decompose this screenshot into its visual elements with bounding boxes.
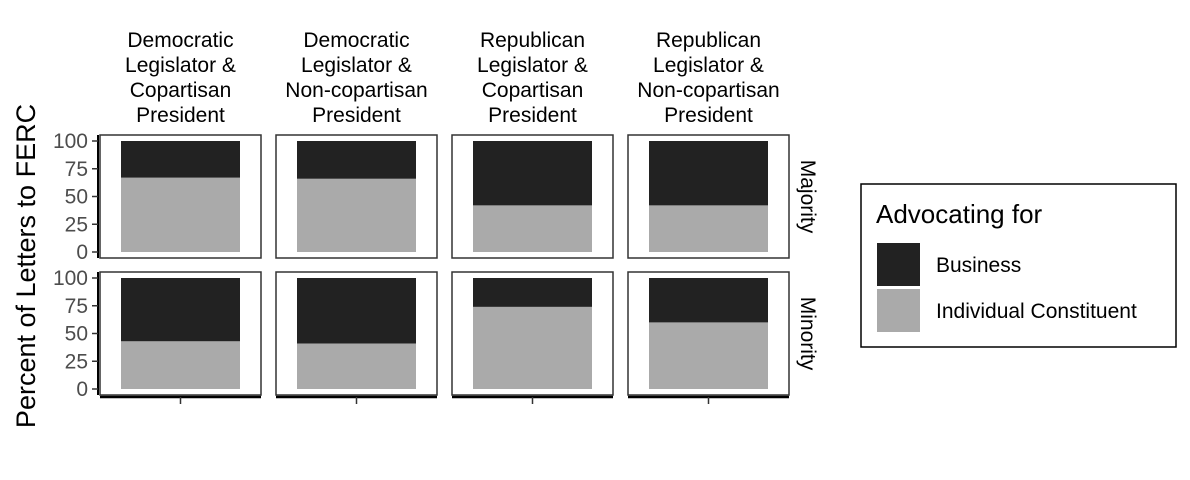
legend-key-business <box>877 243 920 286</box>
y-axis-label: Percent of Letters to FERC <box>11 104 41 428</box>
bar-business <box>473 278 592 307</box>
bar-business <box>649 141 768 206</box>
column-strip-label: Non-copartisan <box>285 79 427 102</box>
column-strip-label: Non-copartisan <box>637 79 779 102</box>
bar-individual-constituent <box>649 322 768 389</box>
legend-key-individual-constituent <box>877 289 920 332</box>
column-strip-label: Republican <box>480 29 585 52</box>
panel <box>627 134 790 259</box>
legend-label: Business <box>936 254 1021 277</box>
column-strip-label: Democratic <box>303 29 409 52</box>
panel <box>275 271 438 396</box>
column-strip-label: Copartisan <box>482 79 584 102</box>
bar-business <box>121 278 240 342</box>
bar-individual-constituent <box>121 341 240 389</box>
column-strip-label: Democratic <box>127 29 233 52</box>
column-strip-label: Copartisan <box>130 79 232 102</box>
y-tick-label: 0 <box>76 378 88 401</box>
row-strips: Majority Minority <box>796 160 819 371</box>
y-tick-label: 100 <box>53 130 88 153</box>
legend: Advocating for Business Individual Consti… <box>860 183 1177 348</box>
y-tick-label: 100 <box>53 267 88 290</box>
row-strip-label-majority: Majority <box>796 160 819 234</box>
y-tick-label: 75 <box>65 295 88 318</box>
bar-business <box>297 141 416 179</box>
legend-title: Advocating for <box>876 199 1043 229</box>
column-strip-label: President <box>488 104 577 127</box>
column-strip-label: Republican <box>656 29 761 52</box>
bar-individual-constituent <box>297 343 416 389</box>
y-tick-label: 25 <box>65 213 88 236</box>
y-tick-label: 50 <box>65 186 88 209</box>
bar-business <box>649 278 768 323</box>
column-strip-label: President <box>664 104 753 127</box>
bar-business <box>121 141 240 178</box>
panel <box>99 134 262 259</box>
x-axis <box>100 395 789 404</box>
panel <box>451 271 614 396</box>
bar-individual-constituent <box>649 205 768 252</box>
column-strip-label: Legislator & <box>653 54 764 77</box>
bar-business <box>297 278 416 344</box>
panel <box>275 134 438 259</box>
y-tick-label: 50 <box>65 323 88 346</box>
bar-business <box>473 141 592 206</box>
y-tick-label: 75 <box>65 158 88 181</box>
column-strip-label: Legislator & <box>125 54 236 77</box>
bar-individual-constituent <box>297 178 416 252</box>
panel <box>451 134 614 259</box>
y-tick-label: 0 <box>76 241 88 264</box>
panel <box>99 271 262 396</box>
legend-label: Individual Constituent <box>936 300 1137 323</box>
y-tick-label: 25 <box>65 350 88 373</box>
bar-individual-constituent <box>473 205 592 252</box>
row-strip-label-minority: Minority <box>796 297 819 371</box>
column-strip-label: President <box>312 104 401 127</box>
bar-individual-constituent <box>473 306 592 389</box>
column-strip-label: Legislator & <box>477 54 588 77</box>
panel <box>627 271 790 396</box>
y-axes: 0 25 50 75 100 0 25 50 75 100 <box>53 130 99 401</box>
column-strip-label: Legislator & <box>301 54 412 77</box>
column-strip-label: President <box>136 104 225 127</box>
panels <box>99 134 790 396</box>
bar-individual-constituent <box>121 177 240 252</box>
